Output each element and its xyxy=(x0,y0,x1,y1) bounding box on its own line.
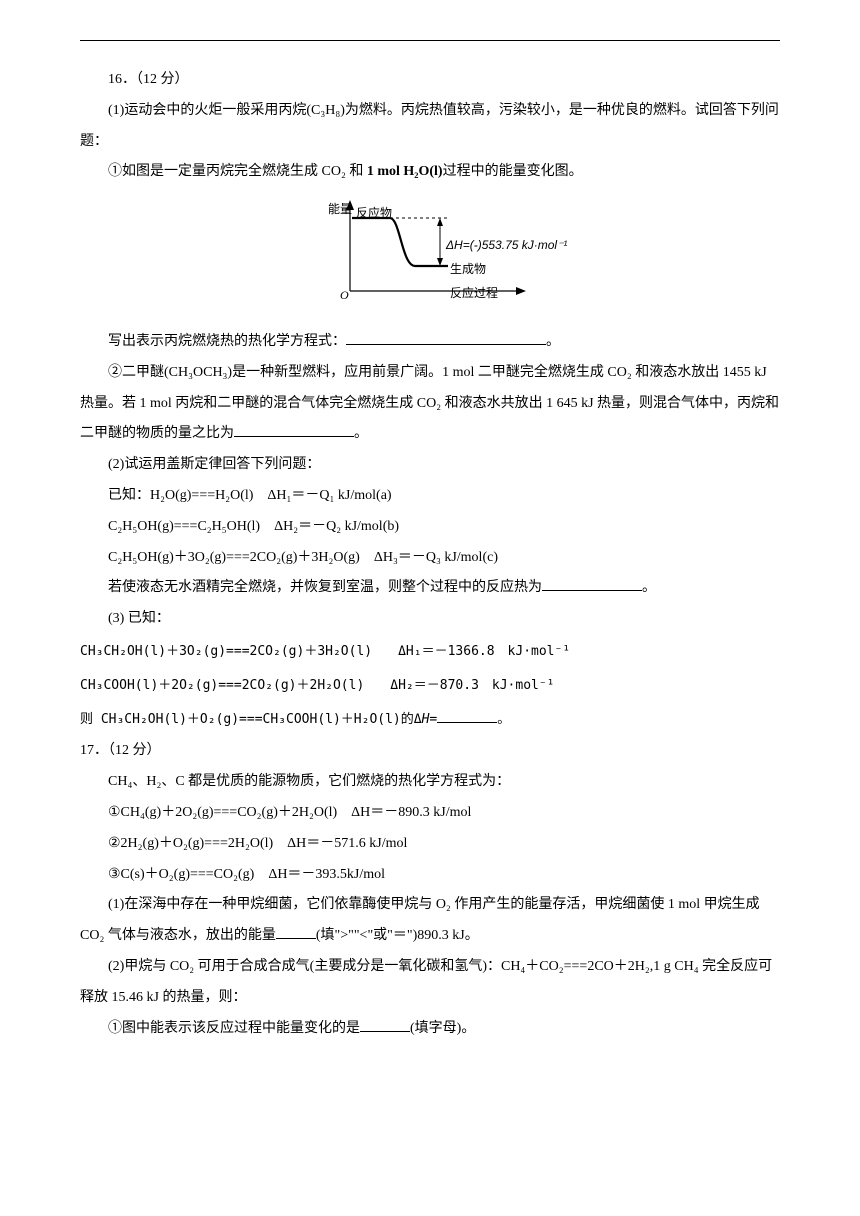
diagram-x-label: 反应过程 xyxy=(450,280,498,306)
q16-p1-sub2-text: ②二甲醚(CH₃OCH₃)是一种新型燃料，应用前景广阔。1 mol 二甲醚完全燃… xyxy=(80,365,779,442)
q16-p2-known: 已知：H₂O(g)===H₂O(l) ΔH₁＝－Q₁ kJ/mol(a) xyxy=(80,481,780,512)
q16-p1-sub1-after: 过程中的能量变化图。 xyxy=(443,164,583,179)
q17-p1: (1)在深海中存在一种甲烷细菌，它们依靠酶使甲烷与 O₂ 作用产生的能量存活，甲… xyxy=(80,890,780,952)
q16-p3-eq2: CH₃COOH(l)＋2O₂(g)===2CO₂(g)＋2H₂O(l) ΔH₂＝… xyxy=(80,669,780,703)
blank-field[interactable] xyxy=(346,331,546,345)
q17-p1-b: (填">""<"或"＝")890.3 kJ。 xyxy=(316,928,479,943)
q16-p3-eq1: CH₃CH₂OH(l)＋3O₂(g)===2CO₂(g)＋3H₂O(l) ΔH₁… xyxy=(80,635,780,669)
q17-eq3: ③C(s)＋O₂(g)===CO₂(g) ΔH＝－393.5kJ/mol xyxy=(80,860,780,891)
q16-header: 16．（12 分） xyxy=(80,65,780,96)
q17-p2-sub1: ①图中能表示该反应过程中能量变化的是 (填字母)。 xyxy=(80,1014,780,1045)
q16-p3-q-before: 则 CH₃CH₂OH(l)＋O₂(g)===CH₃COOH(l)＋H₂O(l)的… xyxy=(80,712,422,727)
energy-diagram-wrap: 能量 反应物 ΔH=(-)553.75 kJ·mol⁻¹ 生成物 反应过程 O xyxy=(80,196,780,319)
q16-p2-q-text: 若使液态无水酒精完全燃烧，并恢复到室温，则整个过程中的反应热为 xyxy=(108,580,542,595)
blank-field[interactable] xyxy=(437,710,497,723)
q16-p2-q-end: 。 xyxy=(642,580,656,595)
q17-p2-sub1-a: ①图中能表示该反应过程中能量变化的是 xyxy=(108,1021,360,1036)
q16-p1-sub1-before: ①如图是一定量丙烷完全燃烧生成 CO₂ 和 xyxy=(108,164,367,179)
q16-p1-sub1-bold: 1 mol H₂O(l) xyxy=(367,164,443,179)
diagram-product-label: 生成物 xyxy=(450,256,486,282)
q17-eq1: ①CH₄(g)＋2O₂(g)===CO₂(g)＋2H₂O(l) ΔH＝－890.… xyxy=(80,798,780,829)
energy-diagram: 能量 反应物 ΔH=(-)553.75 kJ·mol⁻¹ 生成物 反应过程 O xyxy=(320,196,540,306)
q16-p1-sub2: ②二甲醚(CH₃OCH₃)是一种新型燃料，应用前景广阔。1 mol 二甲醚完全燃… xyxy=(80,358,780,450)
q16-p3-known: (3) 已知： xyxy=(80,604,780,635)
q16-write-eq: 写出表示丙烷燃烧热的热化学方程式： 。 xyxy=(80,327,780,358)
q16-p1-sub1: ①如图是一定量丙烷完全燃烧生成 CO₂ 和 1 mol H₂O(l)过程中的能量… xyxy=(80,157,780,188)
q16-p1-intro: (1)运动会中的火炬一般采用丙烷(C₃H₈)为燃料。丙烷热值较高，污染较小，是一… xyxy=(80,96,780,158)
q17-p2: (2)甲烷与 CO₂ 可用于合成合成气(主要成分是一氧化碳和氢气)：CH₄＋CO… xyxy=(80,952,780,1014)
q17-header: 17．（12 分） xyxy=(80,736,780,767)
q17-eq2: ②2H₂(g)＋O₂(g)===2H₂O(l) ΔH＝－571.6 kJ/mol xyxy=(80,829,780,860)
q16-p1-sub2-end: 。 xyxy=(354,426,368,441)
q16-p2-eq-c: C₂H₅OH(g)＋3O₂(g)===2CO₂(g)＋3H₂O(g) ΔH₃＝－… xyxy=(80,543,780,574)
q16-write-eq-text: 写出表示丙烷燃烧热的热化学方程式： xyxy=(108,334,346,349)
diagram-origin: O xyxy=(340,282,349,308)
diagram-reactant-label: 反应物 xyxy=(356,200,392,226)
q16-p3-q-end: 。 xyxy=(497,712,510,727)
blank-field[interactable] xyxy=(234,423,354,437)
q17-p2-sub1-b: (填字母)。 xyxy=(410,1021,475,1036)
q16-p3-q: 则 CH₃CH₂OH(l)＋O₂(g)===CH₃COOH(l)＋H₂O(l)的… xyxy=(80,703,780,737)
blank-field[interactable] xyxy=(360,1018,410,1032)
top-rule xyxy=(80,40,780,41)
blank-field[interactable] xyxy=(542,577,642,591)
blank-field[interactable] xyxy=(276,925,316,939)
q16-p2-eq-b: C₂H₅OH(g)===C₂H₅OH(l) ΔH₂＝－Q₂ kJ/mol(b) xyxy=(80,512,780,543)
q16-write-eq-end: 。 xyxy=(546,334,560,349)
q16-p2-intro: (2)试运用盖斯定律回答下列问题： xyxy=(80,450,780,481)
q16-p2-q: 若使液态无水酒精完全燃烧，并恢复到室温，则整个过程中的反应热为 。 xyxy=(80,573,780,604)
q16-p3-q-after: = xyxy=(429,712,437,727)
diagram-deltaH: ΔH=(-)553.75 kJ·mol⁻¹ xyxy=(446,232,567,258)
diagram-y-label: 能量 xyxy=(328,196,352,222)
q17-intro: CH₄、H₂、C 都是优质的能源物质，它们燃烧的热化学方程式为： xyxy=(80,767,780,798)
